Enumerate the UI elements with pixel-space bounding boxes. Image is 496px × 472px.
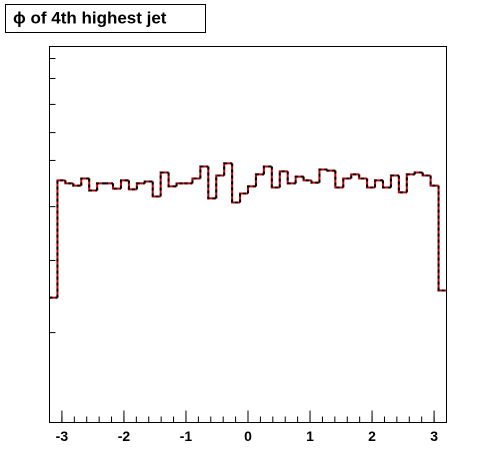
x-tick-label: -1 xyxy=(180,428,193,444)
x-tick-label: -3 xyxy=(56,428,69,444)
histogram-bin xyxy=(310,180,320,184)
histogram-bin xyxy=(223,162,233,176)
histogram-bin xyxy=(119,179,129,189)
histogram-bin xyxy=(175,182,185,187)
x-tick-label: 1 xyxy=(306,428,314,444)
histogram-bin xyxy=(135,182,145,190)
histogram-bin xyxy=(294,175,304,184)
histogram-bin xyxy=(374,179,383,188)
histogram-bin xyxy=(239,192,248,203)
histogram-bin xyxy=(326,169,336,172)
histogram-bin xyxy=(199,165,209,179)
histogram-bin xyxy=(270,166,280,189)
histogram-bin xyxy=(191,177,201,184)
histogram-bin xyxy=(215,174,225,199)
histogram-bin xyxy=(389,174,399,188)
histogram-bin xyxy=(247,185,256,194)
title-box xyxy=(5,4,206,33)
histogram-bin xyxy=(56,179,66,298)
histogram-bin xyxy=(88,178,98,192)
chart-title: ϕ of 4th highest jet xyxy=(13,8,167,27)
histogram-bin xyxy=(143,180,153,184)
histogram-bin xyxy=(413,171,423,175)
histogram-bin xyxy=(159,171,169,197)
histogram-bin xyxy=(72,183,82,187)
histogram-bin xyxy=(167,172,177,188)
histogram-bin xyxy=(80,177,90,186)
histogram-bin xyxy=(207,166,217,200)
histogram-bin xyxy=(397,175,407,194)
x-tick-label: -2 xyxy=(118,428,131,444)
histogram-bin xyxy=(381,180,391,189)
histogram-bin xyxy=(342,177,352,188)
histogram-bin xyxy=(358,174,368,180)
histogram-bin xyxy=(64,180,74,185)
histogram-bin xyxy=(254,173,264,187)
x-tick-label: 3 xyxy=(430,428,438,444)
histogram-bin xyxy=(278,170,288,188)
histogram-bin xyxy=(112,183,121,190)
histogram-bin xyxy=(350,173,360,179)
histogram-bin xyxy=(318,168,328,183)
histogram-bin xyxy=(127,180,137,191)
histogram-bin xyxy=(96,182,106,191)
x-tick-label: 2 xyxy=(368,428,376,444)
x-tick-label: 0 xyxy=(244,428,252,444)
histogram-bin xyxy=(334,170,344,189)
histogram-bin xyxy=(366,178,376,189)
histogram-bin xyxy=(421,172,431,177)
histogram-bin xyxy=(286,171,296,185)
histogram-bin xyxy=(231,163,241,204)
histogram-bin xyxy=(262,165,272,175)
histogram-bin xyxy=(302,176,312,182)
histogram-bin xyxy=(437,185,447,292)
histogram-bin xyxy=(405,173,415,193)
histogram-bin xyxy=(429,175,439,187)
histogram-bin xyxy=(151,181,161,198)
